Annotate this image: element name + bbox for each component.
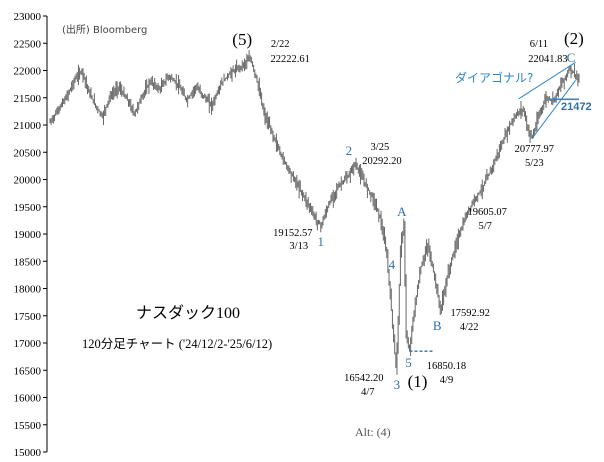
y-tick-label: 17500 xyxy=(14,311,42,323)
annotation-layer: (5) 2/22 22222.61 19152.57 3/13 1 2 3/25 20292.2… xyxy=(232,29,584,398)
wave2-value-label: 20292.20 xyxy=(362,156,401,167)
support-level-label: 21472 xyxy=(561,101,592,113)
price-bars xyxy=(49,50,580,375)
wave3-date-label: 4/7 xyxy=(361,387,374,398)
wave1-date-label: 3/13 xyxy=(289,241,308,252)
y-tick-label: 16000 xyxy=(14,393,42,405)
waveC-value-label: 22041.83 xyxy=(528,54,567,65)
diagonal-upper-line xyxy=(518,61,576,100)
wave2-date-label: 3/25 xyxy=(371,142,390,153)
y-tick-label: 19000 xyxy=(14,229,42,241)
wave-label: 4 xyxy=(389,257,396,272)
y-tick-label: 19500 xyxy=(14,202,42,214)
wave-label: 2 xyxy=(346,143,353,158)
may23-value-label: 20777.97 xyxy=(515,144,554,155)
y-tick-label: 16500 xyxy=(14,365,42,377)
diagonal-lower-line xyxy=(531,80,576,139)
wave5-date-label: 4/9 xyxy=(440,375,453,386)
alt-count-label: Alt: (4) xyxy=(355,425,391,439)
y-axis: 23000 22500 22000 21500 21000 20500 20000 19500… xyxy=(14,11,48,459)
y-tick-label: 22000 xyxy=(14,66,42,78)
wave-label: (5) xyxy=(232,30,252,49)
may7-value-label: 19605.07 xyxy=(468,207,507,218)
wave-label: (2) xyxy=(564,29,584,48)
source-note: (出所) Bloomberg xyxy=(62,23,147,36)
waveB-value-label: 17592.92 xyxy=(451,308,490,319)
wave-label: (1) xyxy=(408,372,428,391)
chart-title: ナスダック100 xyxy=(136,304,240,322)
peak-date-label: 2/22 xyxy=(271,39,290,50)
may23-date-label: 5/23 xyxy=(525,158,544,169)
wave5-value-label: 16850.18 xyxy=(427,361,466,372)
chart-subtitle: 120分足チャート ('24/12/2-'25/6/12) xyxy=(82,337,272,351)
wave-label: 1 xyxy=(318,234,325,249)
wave-label: 5 xyxy=(405,355,412,370)
y-tick-label: 18000 xyxy=(14,284,42,296)
y-tick-label: 20500 xyxy=(14,147,42,159)
y-tick-label: 17000 xyxy=(14,338,42,350)
wave-label: C xyxy=(567,50,576,65)
wave3-value-label: 16542.20 xyxy=(344,373,383,384)
wave-label: 3 xyxy=(394,377,401,392)
wave1-value-label: 19152.57 xyxy=(273,228,312,239)
peak-value-label: 22222.61 xyxy=(271,54,310,65)
wave-label: A xyxy=(397,204,407,219)
diagonal-label: ダイアゴナル? xyxy=(455,70,533,85)
y-tick-label: 18500 xyxy=(14,256,42,268)
y-tick-label: 22500 xyxy=(14,38,42,50)
wave-label: B xyxy=(433,318,442,333)
y-tick-label: 21500 xyxy=(14,93,42,105)
may7-date-label: 5/7 xyxy=(478,221,491,232)
y-tick-label: 20000 xyxy=(14,175,42,187)
y-tick-label: 23000 xyxy=(14,11,42,23)
waveC-date-label: 6/11 xyxy=(530,39,548,50)
y-tick-label: 21000 xyxy=(14,120,42,132)
y-tick-label: 15500 xyxy=(14,420,42,432)
waveB-date-label: 4/22 xyxy=(460,322,479,333)
y-tick-label: 15000 xyxy=(14,447,42,459)
